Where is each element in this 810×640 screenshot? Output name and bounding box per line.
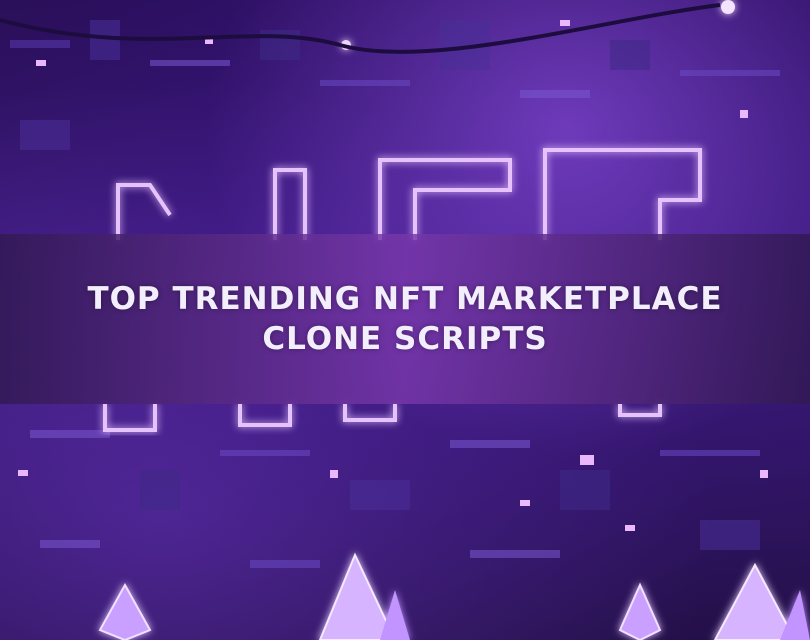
crystal-shapes: [98, 552, 810, 640]
neon-letters-bottom: [103, 404, 662, 432]
cable: [0, 3, 721, 54]
light-pixels: [18, 20, 768, 531]
title-banner: TOP TRENDING NFT MARKETPLACE CLONE SCRIP…: [0, 234, 810, 404]
headline-line-2: CLONE SCRIPTS: [262, 321, 548, 357]
neon-letters-top: [116, 148, 702, 240]
glow-lights: [341, 0, 735, 50]
headline-line-1: TOP TRENDING NFT MARKETPLACE: [87, 281, 723, 317]
circuit-pattern: [10, 20, 780, 568]
